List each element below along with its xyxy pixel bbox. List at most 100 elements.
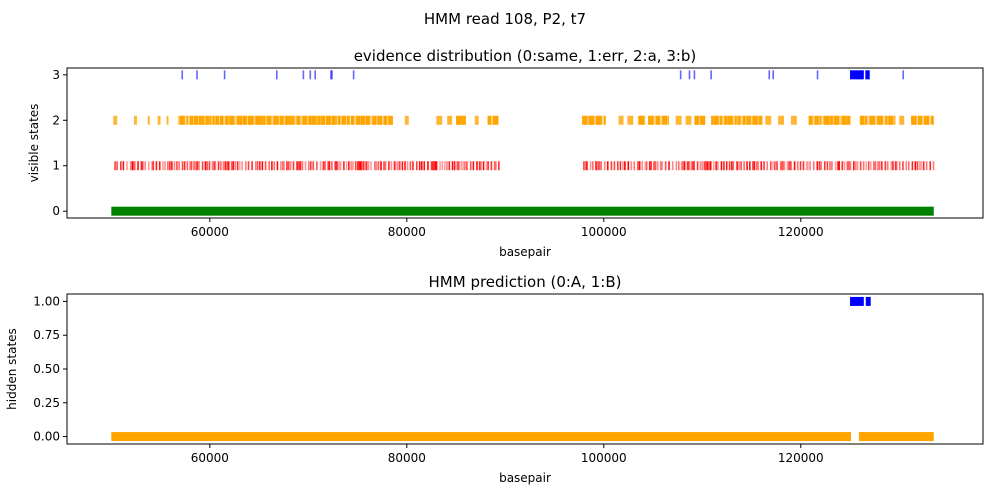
state-1-mark [390,161,393,171]
state-1-mark [384,161,387,171]
state-1-mark [688,161,690,171]
state-1-mark [834,161,837,171]
state-1-mark [308,161,310,171]
state-1-mark [751,161,754,171]
state-2-mark [205,115,209,125]
state-1-mark [176,161,178,171]
state-1-mark [732,161,735,171]
state-1-mark [401,161,404,171]
state-1-mark [169,161,171,171]
state-1-mark [613,161,616,171]
y-tick-label: 0.50 [33,362,60,376]
state-2-mark [918,115,923,125]
state-1-mark [873,161,875,171]
state-1-mark [354,161,357,171]
state-1-mark [217,161,220,171]
state-1-mark [617,161,619,171]
state-3-mark [902,70,905,80]
state-1-mark [162,161,164,171]
figure-suptitle: HMM read 108, P2, t7 [424,10,586,28]
state-1-mark [730,161,733,171]
y-tick-label: 2 [52,113,60,127]
state-2-mark [816,115,819,125]
state-1-mark [362,161,365,171]
state-1-mark [865,161,868,171]
state-2-mark [350,115,394,125]
state-2-mark [585,115,588,125]
state-1-mark [478,161,481,171]
state-2-mark [894,115,896,125]
state-1-mark [356,161,359,171]
state-1-mark [690,161,693,171]
state-1-mark [595,161,597,171]
state-1-mark [772,161,774,171]
state-2-mark [215,115,219,125]
state-1-mark [383,161,385,171]
state-1-mark [838,161,841,171]
state-1-mark [298,161,300,171]
state-3-mark [309,70,312,80]
state-2-mark [308,115,312,125]
state-1-mark [774,161,776,171]
state-1-mark [894,161,897,171]
state-1-mark [809,161,811,171]
state-1-mark [848,161,850,171]
state-1-mark [589,161,592,171]
state-1-mark [431,161,434,171]
state-3-mark [196,70,198,80]
state-2-mark [255,115,261,125]
state-1-mark [779,161,782,171]
state-2-mark [711,115,714,125]
state-1-mark [345,161,348,171]
state-1-mark [343,161,345,171]
evidence-x-axis-title: basepair [499,245,551,259]
state-1-mark [238,161,241,171]
state-1-mark [592,161,594,171]
state-1-mark [458,161,460,171]
state-2-mark [219,115,224,125]
state-1-mark [677,161,680,171]
state-1-mark [232,161,235,171]
state-1-mark [820,161,822,171]
prediction-y-axis-title: hidden states [5,328,19,410]
state-1-mark [619,161,622,171]
evidence-panel: evidence distribution (0:same, 1:err, 2:… [27,47,984,259]
state-1-mark [189,161,191,171]
state-1-mark [301,161,304,171]
state-1-mark [853,161,855,171]
state-1-mark [757,161,759,171]
state-1-mark [786,161,789,171]
state-3-mark [275,70,278,80]
state-3-mark [772,70,775,80]
state-2-mark [604,115,606,125]
state-1-mark [120,161,122,171]
state-1-mark [867,161,870,171]
evidence-y-axis-title: visible states [27,104,41,183]
state-1-mark [324,161,326,171]
state-1-mark [466,161,468,171]
state-2-mark [321,115,325,125]
state-1-mark [211,161,214,171]
state-2-mark [888,115,894,125]
state-2-mark [618,115,624,125]
state-1-mark [849,161,852,171]
state-2-mark [737,115,741,125]
state-1-mark [476,161,478,171]
state-1-mark [395,161,397,171]
state-1-mark [645,161,648,171]
state-2-mark [595,115,602,125]
state-1-mark [648,161,651,171]
state-2-mark [911,115,934,125]
state-1-mark [183,161,186,171]
state-1-mark [259,161,261,171]
state-1-mark [705,161,708,171]
state-1-mark [788,161,791,171]
state-1-mark [167,161,169,171]
state-1-mark [155,161,158,171]
state-2-mark [864,115,868,125]
state-1-mark [671,161,674,171]
y-tick-label: 0 [52,204,60,218]
state-2-mark [225,115,229,125]
state-1-mark [227,161,230,171]
state-2-mark [356,115,361,125]
